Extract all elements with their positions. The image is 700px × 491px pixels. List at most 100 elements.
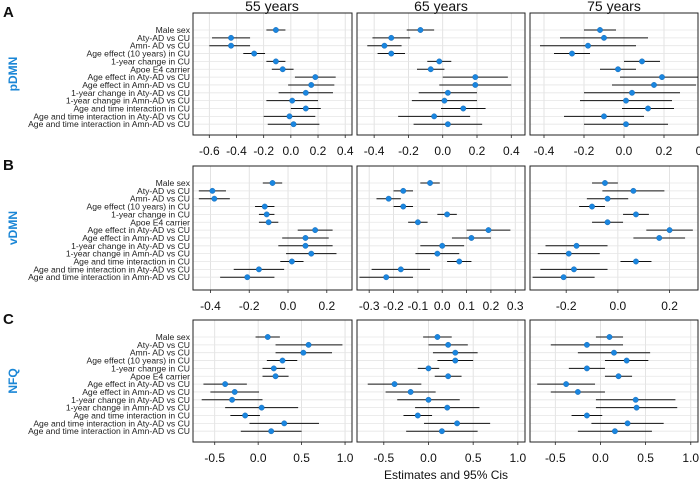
point-estimate bbox=[468, 235, 475, 241]
point-estimate bbox=[656, 235, 663, 241]
category-label: Aty-AD vs CU bbox=[137, 340, 190, 350]
point-estimate bbox=[228, 42, 234, 49]
point-estimate bbox=[472, 82, 479, 88]
point-estimate bbox=[485, 227, 492, 234]
category-label: Age effect (10 years) in CU bbox=[87, 49, 191, 59]
point-estimate bbox=[312, 227, 319, 234]
x-tick-label: -0.2 bbox=[253, 144, 274, 158]
point-estimate bbox=[666, 227, 673, 234]
facet-frame bbox=[356, 319, 526, 443]
point-estimate bbox=[302, 242, 309, 249]
panel-letter-B: B bbox=[3, 157, 14, 174]
category-label: Amn- AD vs CU bbox=[130, 194, 190, 204]
category-label: Age effect in Aty-AD vs CU bbox=[87, 225, 190, 235]
point-estimate bbox=[300, 349, 307, 356]
x-tick-label: -0.5 bbox=[545, 451, 566, 465]
x-tick-label: -0.5 bbox=[204, 451, 225, 465]
x-tick-label: 0.0 bbox=[616, 144, 633, 158]
category-label: 1-year change in Amn-AD vs CU bbox=[66, 96, 190, 106]
facet-C-1: -0.5 0.0 0.5 1.0 bbox=[192, 319, 354, 465]
point-estimate bbox=[434, 334, 441, 340]
x-tick-label: -0.3 bbox=[359, 299, 380, 313]
category-label: Age and time interaction in Aty-AD vs CU bbox=[33, 264, 190, 274]
facet-A-3: -0.4 -0.2 0.0 0.2 0.4 bbox=[529, 12, 700, 158]
category-label: Amn- AD vs CU bbox=[130, 348, 190, 358]
x-tick-label: 0.0 bbox=[250, 451, 267, 465]
category-label: 1-year change in Amn-AD vs CU bbox=[66, 249, 190, 259]
category-label: Age and time interaction in Aty-AD vs CU bbox=[33, 418, 190, 428]
point-estimate bbox=[623, 121, 629, 128]
point-estimate bbox=[444, 121, 451, 128]
category-label: Male sex bbox=[156, 178, 191, 188]
point-estimate bbox=[604, 219, 611, 226]
point-estimate bbox=[460, 105, 467, 112]
point-estimate bbox=[606, 334, 613, 340]
point-estimate bbox=[388, 34, 395, 41]
x-tick-label: -0.4 bbox=[226, 144, 247, 158]
point-estimate bbox=[388, 50, 395, 57]
x-tick-label: 0.5 bbox=[293, 451, 310, 465]
point-estimate bbox=[454, 420, 460, 427]
row-label-NFQ: NFQ bbox=[6, 368, 20, 393]
point-estimate bbox=[624, 420, 631, 427]
point-estimate bbox=[563, 381, 570, 387]
facet-C-2: -0.5 0.0 0.5 1.0 bbox=[356, 319, 527, 465]
panel-letter-A: A bbox=[3, 4, 14, 21]
point-estimate bbox=[383, 274, 390, 281]
category-label: 1-year change in Aty-AD vs CU bbox=[71, 395, 190, 405]
point-estimate bbox=[407, 389, 414, 395]
point-estimate bbox=[269, 180, 276, 186]
point-estimate bbox=[302, 105, 309, 112]
x-tick-label: 0.2 bbox=[483, 299, 500, 313]
point-estimate bbox=[560, 274, 567, 281]
point-estimate bbox=[452, 357, 459, 364]
point-estimate bbox=[623, 97, 629, 104]
category-label: Age effect in Amn-AD vs CU bbox=[82, 387, 190, 397]
category-label: Age and time interaction in Amn-AD vs CU bbox=[28, 272, 190, 282]
facet-frame bbox=[529, 319, 699, 443]
x-tick-label: 0.4 bbox=[503, 144, 520, 158]
point-estimate bbox=[584, 341, 590, 348]
point-estimate bbox=[597, 27, 603, 33]
facet-frame bbox=[356, 12, 526, 136]
point-estimate bbox=[268, 428, 275, 435]
x-tick-label: 0.0 bbox=[283, 144, 300, 158]
facet-frame bbox=[356, 165, 526, 291]
point-estimate bbox=[630, 187, 637, 194]
column-title-3: 75 years bbox=[587, 0, 641, 14]
facet-frame bbox=[192, 319, 353, 443]
column-title-1: 55 years bbox=[245, 0, 299, 14]
point-estimate bbox=[417, 27, 424, 33]
point-estimate bbox=[400, 203, 407, 210]
x-tick-label: 0.5 bbox=[465, 451, 482, 465]
point-estimate bbox=[289, 97, 296, 104]
category-label: Age and time interaction in CU bbox=[73, 411, 190, 421]
x-tick-label: -0.2 bbox=[574, 144, 595, 158]
point-estimate bbox=[305, 341, 312, 348]
point-estimate bbox=[258, 404, 265, 411]
point-estimate bbox=[436, 58, 443, 65]
point-estimate bbox=[231, 389, 238, 395]
x-tick-label: 0.0 bbox=[280, 299, 297, 313]
facet-frame bbox=[192, 12, 353, 136]
point-estimate bbox=[456, 258, 463, 265]
point-estimate bbox=[211, 195, 218, 202]
point-estimate bbox=[302, 235, 309, 241]
point-estimate bbox=[639, 58, 645, 65]
x-tick-label: 1.0 bbox=[510, 451, 527, 465]
point-estimate bbox=[611, 349, 617, 356]
point-estimate bbox=[632, 396, 639, 403]
category-label: Age effect in Aty-AD vs CU bbox=[87, 379, 190, 389]
point-estimate bbox=[290, 121, 297, 128]
point-estimate bbox=[397, 266, 404, 273]
category-label: Apoe E4 carrier bbox=[130, 371, 190, 381]
point-estimate bbox=[308, 82, 315, 88]
point-estimate bbox=[308, 250, 315, 257]
point-estimate bbox=[633, 404, 640, 411]
panel-letter-C: C bbox=[3, 311, 14, 328]
point-estimate bbox=[244, 274, 251, 281]
x-tick-label: 0.2 bbox=[656, 144, 673, 158]
facet-frame bbox=[192, 165, 353, 291]
category-label: Aty-AD vs CU bbox=[137, 186, 190, 196]
facet-A-1: -0.6 -0.4 -0.2 0.0 0.2 0.4 bbox=[192, 12, 354, 158]
